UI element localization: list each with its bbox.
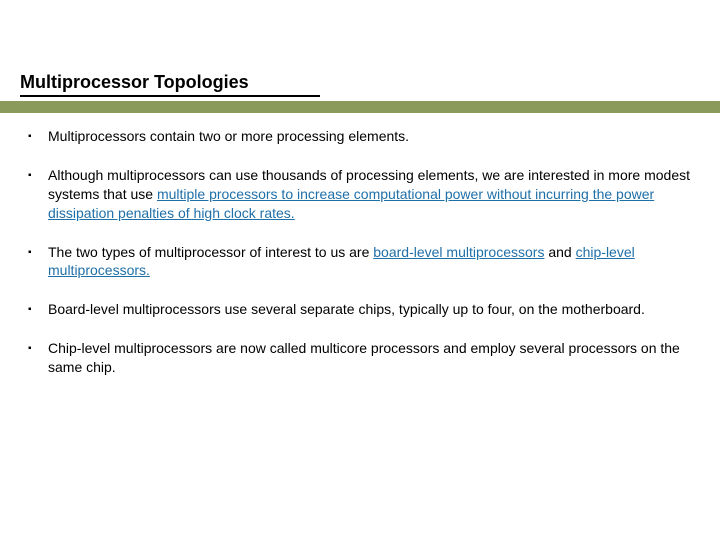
bullet-item: ▪ Chip-level multiprocessors are now cal… <box>28 339 692 377</box>
bullet-item: ▪ Multiprocessors contain two or more pr… <box>28 127 692 146</box>
bullet-text: Multiprocessors contain two or more proc… <box>48 127 692 146</box>
slide: Multiprocessor Topologies ▪ Multiprocess… <box>0 0 720 540</box>
bullet-marker-icon: ▪ <box>28 127 48 146</box>
bullet-item: ▪ Although multiprocessors can use thous… <box>28 166 692 223</box>
bullet-item: ▪ Board-level multiprocessors use severa… <box>28 300 692 319</box>
bullet-text-mid: and <box>544 244 575 260</box>
bullet-text: The two types of multiprocessor of inter… <box>48 243 692 281</box>
title-underline <box>20 95 320 97</box>
bullet-text-pre: The two types of multiprocessor of inter… <box>48 244 373 260</box>
bullet-highlight: board-level multiprocessors <box>373 244 544 260</box>
bullet-text: Although multiprocessors can use thousan… <box>48 166 692 223</box>
bullet-marker-icon: ▪ <box>28 166 48 223</box>
slide-content: ▪ Multiprocessors contain two or more pr… <box>0 113 720 377</box>
bullet-text: Board-level multiprocessors use several … <box>48 300 692 319</box>
slide-title: Multiprocessor Topologies <box>20 72 720 93</box>
bullet-marker-icon: ▪ <box>28 339 48 377</box>
bullet-text: Chip-level multiprocessors are now calle… <box>48 339 692 377</box>
bullet-marker-icon: ▪ <box>28 300 48 319</box>
bullet-marker-icon: ▪ <box>28 243 48 281</box>
bullet-text-pre: Chip-level multiprocessors are now calle… <box>48 340 680 375</box>
bullet-text-pre: Board-level multiprocessors use several … <box>48 301 645 317</box>
accent-bar <box>0 101 720 113</box>
bullet-item: ▪ The two types of multiprocessor of int… <box>28 243 692 281</box>
bullet-text-pre: Multiprocessors contain two or more proc… <box>48 128 409 144</box>
